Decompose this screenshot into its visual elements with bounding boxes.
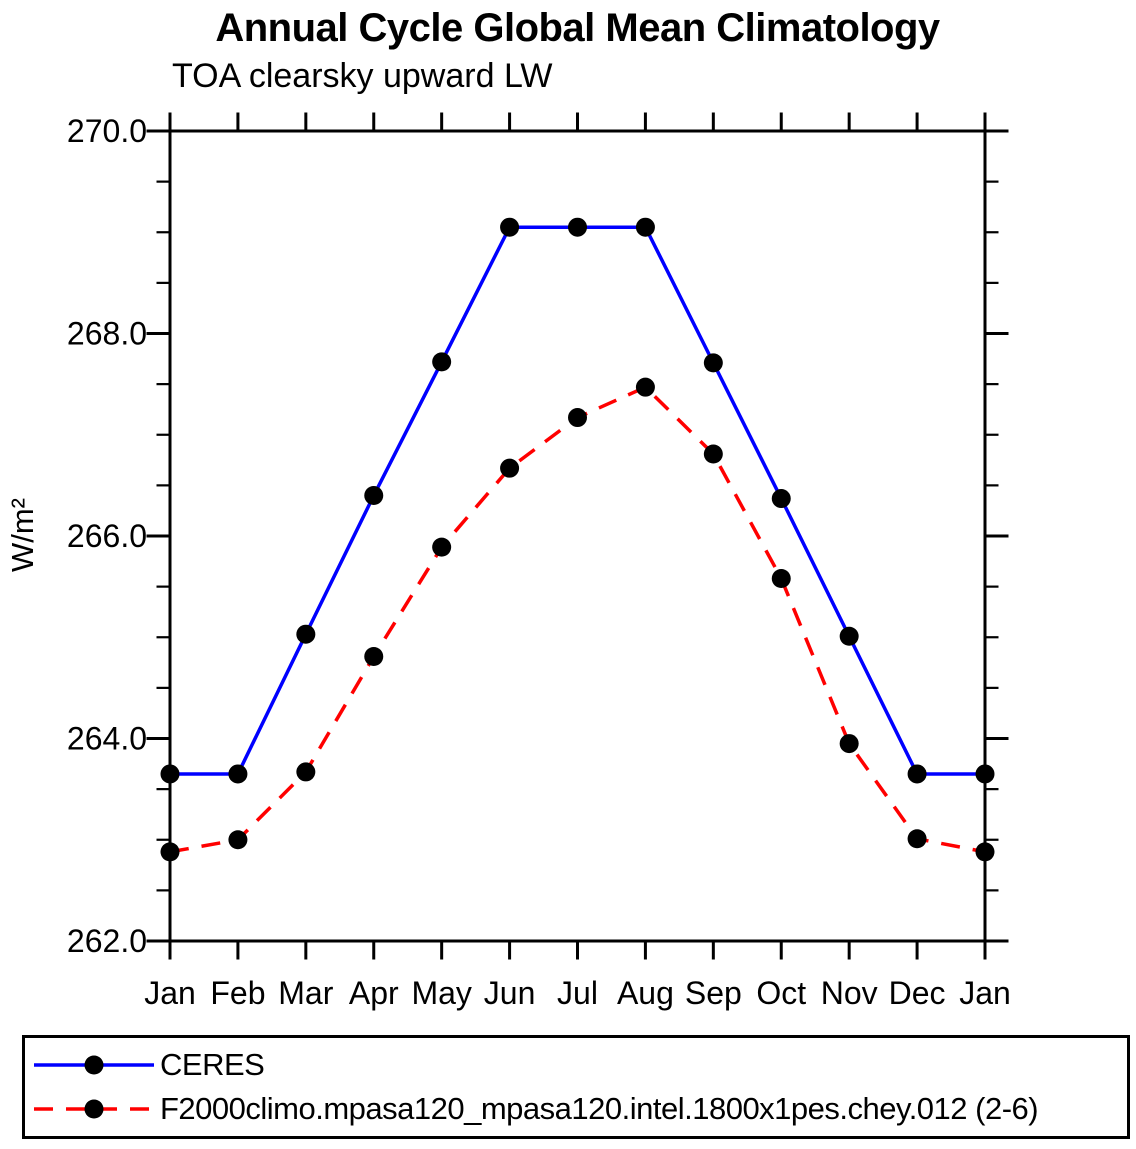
data-point-model [975, 842, 995, 862]
x-tick-label: Aug [617, 975, 674, 1011]
data-point-ceres [975, 764, 995, 784]
x-tick-label: Jan [959, 975, 1011, 1011]
x-tick-label: Nov [821, 975, 878, 1011]
chart-title: Annual Cycle Global Mean Climatology [215, 6, 940, 50]
ceres-line-sample [34, 1055, 154, 1075]
data-point-ceres [364, 486, 384, 505]
y-tick-label: 268.0 [67, 316, 147, 352]
x-tick-label: Apr [349, 975, 399, 1011]
data-point-ceres [771, 489, 791, 509]
data-point-model [364, 646, 384, 666]
chart-subtitle: TOA clearsky upward LW [172, 57, 553, 95]
data-point-model [228, 830, 248, 850]
data-point-ceres [432, 352, 452, 372]
data-point-model [296, 762, 316, 782]
data-point-ceres [635, 217, 655, 237]
data-point-model [568, 408, 587, 428]
data-point-model [839, 734, 859, 754]
x-tick-label: Jun [484, 975, 536, 1011]
data-point-model [500, 458, 520, 478]
series-line-ceres [170, 225, 985, 776]
x-tick-label: Sep [685, 975, 742, 1011]
x-tick-label: Jan [144, 975, 196, 1011]
model-line-sample [34, 1099, 154, 1119]
data-point-ceres [703, 353, 723, 373]
data-point-model [703, 444, 723, 464]
x-tick-label: Jul [557, 975, 598, 1011]
legend-label-ceres: CERES [160, 1047, 265, 1083]
x-tick-label: Mar [278, 975, 333, 1011]
plot-frame [168, 129, 987, 943]
data-point-ceres [500, 217, 520, 237]
legend-label-model: F2000climo.mpasa120_mpasa120.intel.1800x… [160, 1090, 1039, 1126]
data-point-ceres [228, 764, 248, 784]
series-line-model [169, 385, 986, 854]
legend-box: CERES F2000climo.mpasa120_mpasa120.intel… [22, 1035, 1130, 1139]
data-point-model [432, 537, 452, 557]
data-point-model [635, 377, 655, 397]
model-sample-marker [84, 1099, 104, 1119]
x-tick-label: Feb [210, 975, 265, 1011]
y-tick-label: 264.0 [67, 721, 147, 757]
ceres-sample-marker [84, 1055, 104, 1075]
legend-entry-model: F2000climo.mpasa120_mpasa120.intel.1800x… [31, 1090, 1127, 1126]
data-point-ceres [160, 764, 180, 784]
x-tick-label: Oct [756, 975, 806, 1011]
data-point-ceres [907, 764, 927, 784]
data-point-model [771, 569, 791, 589]
x-tick-label: Dec [889, 975, 946, 1011]
y-tick-label: 262.0 [67, 923, 147, 959]
y-tick-label: 270.0 [67, 113, 147, 149]
data-point-ceres [296, 624, 316, 644]
data-point-model [160, 842, 180, 862]
data-point-ceres [568, 217, 587, 237]
x-tick-label: May [411, 975, 471, 1011]
y-tick-label: 266.0 [67, 518, 147, 554]
legend-entry-ceres: CERES [31, 1047, 1127, 1083]
data-point-model [907, 829, 927, 849]
data-point-ceres [839, 626, 859, 646]
